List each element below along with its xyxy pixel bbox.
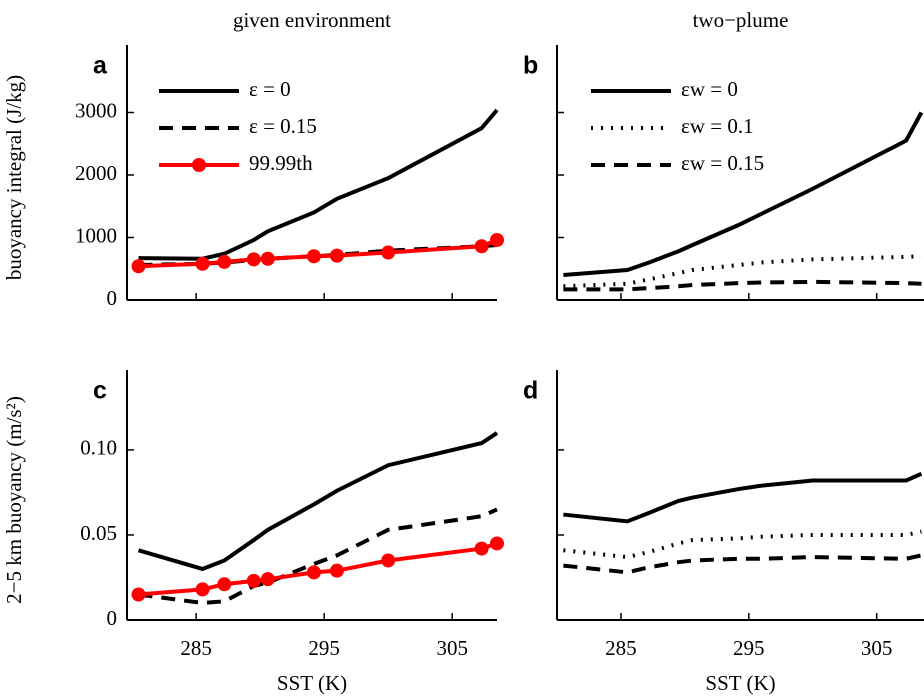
column-title: two−plume bbox=[693, 8, 789, 32]
data-point bbox=[246, 252, 261, 267]
data-point bbox=[246, 573, 261, 588]
data-point bbox=[474, 541, 489, 556]
panel-label: a bbox=[93, 52, 108, 80]
series-line bbox=[563, 279, 922, 292]
data-point bbox=[381, 553, 396, 568]
y-tick-label: 3000 bbox=[75, 98, 117, 122]
series-line bbox=[563, 553, 922, 575]
data-point bbox=[195, 582, 210, 597]
panel-label: c bbox=[93, 377, 107, 405]
data-point bbox=[490, 536, 504, 551]
panel: c SST (K) 2−5 km buoyancy (m/s²) 285 295 305 0… bbox=[2, 370, 504, 695]
series-line bbox=[563, 111, 924, 277]
panel: d SST (K) 285 295 305 bbox=[523, 370, 924, 695]
panel-label: b bbox=[523, 52, 538, 80]
y-tick-label: 0 bbox=[107, 286, 118, 310]
x-tick-label: 285 bbox=[180, 636, 212, 660]
x-axis-label: SST (K) bbox=[277, 671, 347, 695]
x-tick-label: 305 bbox=[861, 636, 893, 660]
y-tick-label: 1000 bbox=[75, 223, 117, 247]
data-point bbox=[131, 587, 146, 602]
data-point bbox=[260, 251, 275, 266]
series-line bbox=[138, 238, 498, 269]
data-point bbox=[490, 233, 504, 247]
x-tick-label: 295 bbox=[733, 636, 765, 660]
y-axis-label: buoyancy integral (J/kg) bbox=[2, 75, 26, 280]
series-line bbox=[563, 529, 922, 560]
x-axis-label: SST (K) bbox=[705, 671, 775, 695]
data-point bbox=[329, 248, 344, 263]
data-point bbox=[474, 239, 489, 254]
legend-label: 99.99th bbox=[249, 151, 313, 175]
x-tick-label: 305 bbox=[436, 636, 468, 660]
series-line bbox=[138, 108, 499, 261]
data-point bbox=[381, 245, 396, 260]
panel-label: d bbox=[523, 377, 538, 405]
data-point bbox=[329, 563, 344, 578]
data-point bbox=[306, 249, 321, 264]
series-line bbox=[137, 431, 499, 572]
data-point bbox=[195, 256, 210, 271]
legend-label: ε = 0 bbox=[249, 77, 291, 101]
y-tick-label: 0.05 bbox=[80, 521, 117, 545]
data-point bbox=[306, 565, 321, 580]
y-tick-label: 0 bbox=[107, 606, 118, 630]
legend-marker bbox=[192, 158, 206, 172]
data-point bbox=[260, 572, 275, 587]
y-tick-label: 2000 bbox=[75, 161, 117, 185]
series-line bbox=[138, 541, 498, 597]
series-line bbox=[563, 471, 923, 524]
panel: given environment a buoyancy integral (J/k… bbox=[2, 8, 504, 310]
series-line bbox=[138, 507, 498, 606]
x-tick-label: 285 bbox=[605, 636, 637, 660]
data-point bbox=[131, 259, 146, 274]
legend-label: εw = 0.15 bbox=[681, 151, 764, 175]
y-tick-label: 0.10 bbox=[80, 436, 117, 460]
y-axis-label: 2−5 km buoyancy (m/s²) bbox=[2, 396, 26, 604]
column-title: given environment bbox=[233, 8, 391, 32]
x-tick-label: 295 bbox=[308, 636, 340, 660]
panel: two−plume b εw = 0 εw = 0.1 εw = 0.15 bbox=[523, 8, 924, 301]
data-point bbox=[217, 254, 232, 269]
legend-label: εw = 0 bbox=[681, 77, 738, 101]
legend-label: ε = 0.15 bbox=[249, 114, 317, 138]
data-point bbox=[217, 577, 232, 592]
legend-label: εw = 0.1 bbox=[681, 114, 754, 138]
